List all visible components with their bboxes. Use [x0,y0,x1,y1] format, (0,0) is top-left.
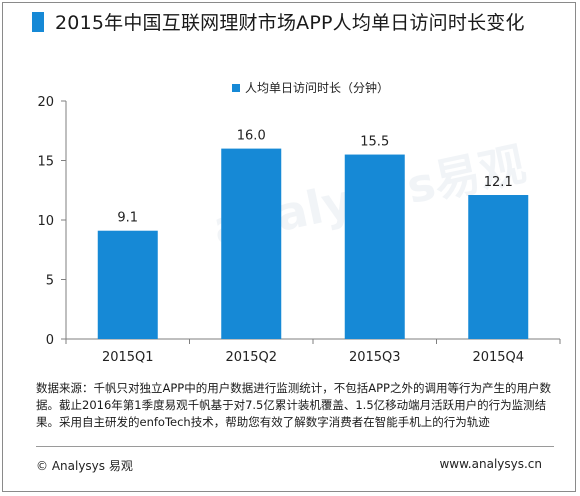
data-label: 15.5 [360,135,389,150]
footer-brand: © Analysys 易观 [36,459,133,473]
data-source-note: 数据来源：千帆只对独立APP中的用户数据进行监测统计，不包括APP之外的调用等行… [36,381,551,429]
legend-label: 人均单日访问时长（分钟） [245,81,390,95]
x-tick-label: 2015Q1 [102,350,154,365]
data-label: 12.1 [484,175,513,190]
x-tick-label: 2015Q3 [349,350,401,365]
chart-title: 2015年中国互联网理财市场APP人均单日访问时长变化 [55,12,525,34]
bar [221,148,282,339]
legend: 人均单日访问时长（分钟） [232,79,389,96]
y-tick-label: 10 [37,214,54,229]
bar-chart: 0 5 10 15 20 9.1 2015Q1 16.0 2015Q2 15.5 2015Q3 12.… [37,95,561,365]
footer-url: www.analysys.cn [439,457,542,471]
y-tick-label: 15 [37,155,54,170]
footer-divider [36,446,554,447]
legend-swatch [232,83,240,92]
y-tick-label: 20 [37,95,54,110]
data-label: 16.0 [237,129,266,144]
y-tick-label: 5 [46,274,54,289]
y-tick-label: 0 [46,333,54,348]
x-tick-label: 2015Q4 [472,350,524,365]
title-accent-bar [32,12,44,32]
bar [344,154,405,339]
bar [97,230,158,339]
data-label: 9.1 [117,211,138,226]
bar [468,195,529,339]
x-tick-label: 2015Q2 [225,350,277,365]
